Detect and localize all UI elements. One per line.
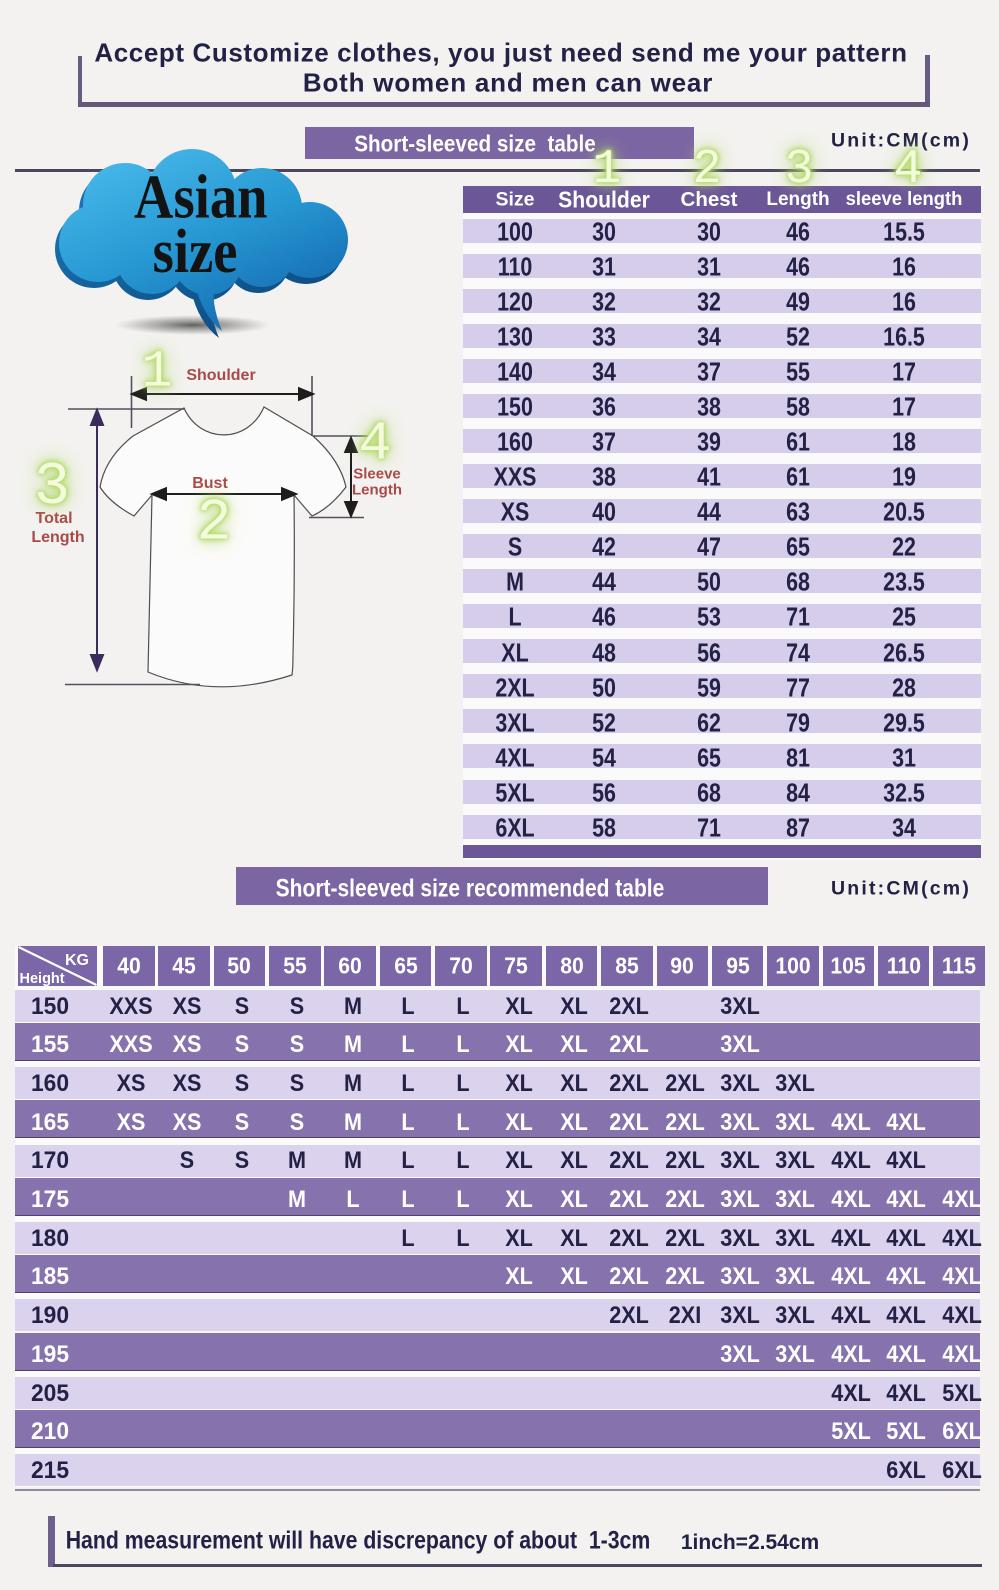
svg-text:Height: Height bbox=[20, 971, 65, 986]
svg-text:KG: KG bbox=[65, 952, 89, 969]
svg-text:Asian: Asian bbox=[134, 162, 267, 231]
svg-text:size: size bbox=[153, 217, 238, 286]
